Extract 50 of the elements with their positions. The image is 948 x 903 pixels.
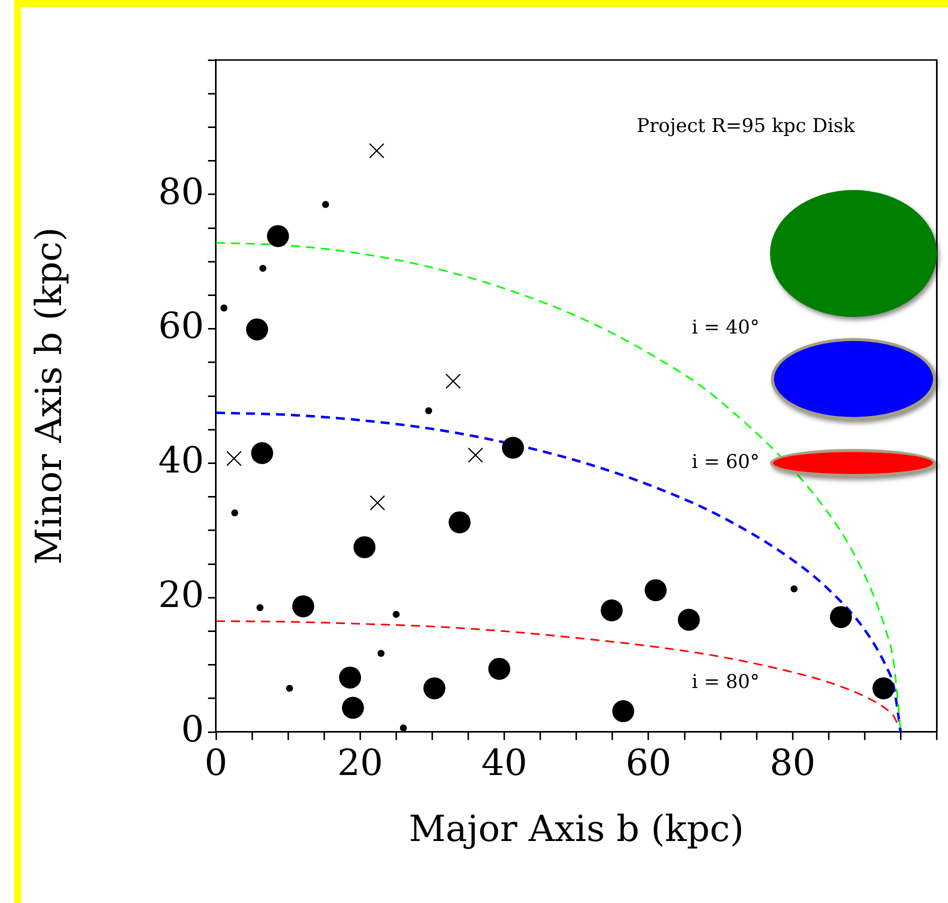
- point: [378, 650, 385, 657]
- x-tick-label: 40: [481, 742, 528, 784]
- y-tick-label: 60: [158, 306, 204, 348]
- point: [292, 595, 314, 618]
- point: [872, 677, 894, 700]
- point: [502, 436, 524, 459]
- point: [370, 495, 386, 511]
- point: [468, 447, 484, 463]
- point: [231, 509, 238, 516]
- y-tick-label: 80: [158, 172, 204, 213]
- point: [369, 143, 384, 158]
- x-tick-label: 60: [626, 742, 672, 784]
- point: [425, 407, 432, 414]
- point: [644, 579, 667, 602]
- point: [259, 264, 266, 272]
- annotation: i = 80°: [692, 670, 760, 693]
- y-tick-label: 20: [158, 574, 204, 616]
- point: [246, 318, 268, 340]
- point: [830, 606, 852, 628]
- point: [342, 696, 364, 719]
- y-tick-label: 0: [181, 709, 204, 750]
- point: [251, 442, 274, 464]
- line-series: [216, 412, 902, 732]
- point: [220, 304, 228, 312]
- y-axis-title: Minor Axis b (kpc): [28, 227, 70, 565]
- point: [392, 610, 400, 618]
- annotation: i = 40°: [692, 316, 760, 339]
- point: [256, 604, 264, 612]
- point: [612, 700, 634, 722]
- annotation: Project R=95 kpc Disk: [636, 114, 856, 137]
- point: [286, 684, 294, 692]
- point: [266, 225, 289, 248]
- y-tick-label: 40: [158, 440, 204, 482]
- annotation: i = 60°: [692, 451, 760, 474]
- point: [400, 724, 407, 732]
- x-axis-title: Major Axis b (kpc): [408, 808, 744, 850]
- point: [790, 585, 798, 592]
- point: [488, 658, 510, 680]
- line-series: [216, 620, 902, 732]
- point: [322, 200, 330, 208]
- point: [423, 677, 446, 700]
- point: [445, 374, 461, 389]
- point: [600, 599, 623, 622]
- point: [353, 536, 376, 558]
- x-tick-label: 80: [770, 742, 816, 784]
- x-tick-label: 20: [337, 742, 384, 784]
- point: [339, 666, 362, 689]
- point: [226, 450, 242, 466]
- point: [448, 511, 471, 534]
- point: [678, 608, 700, 631]
